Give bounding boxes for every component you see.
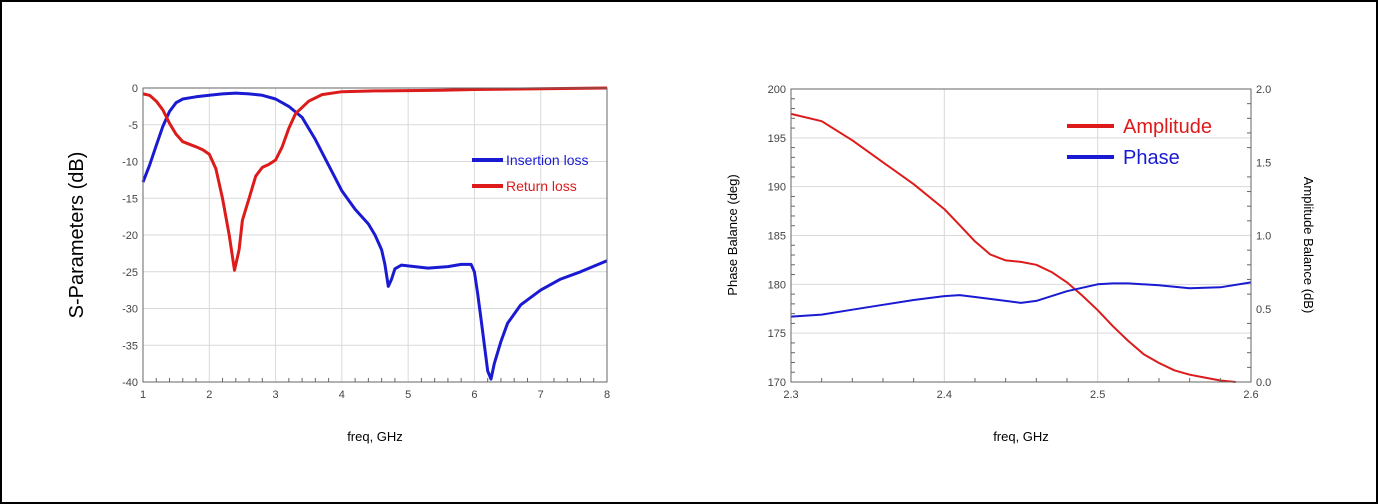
s-parameters-grid <box>142 87 608 383</box>
x-tick-label: 2 <box>206 389 212 401</box>
legend-label: Phase <box>1123 147 1180 169</box>
legend-label: Return loss <box>506 178 577 194</box>
balance-x-axis-title: freq, GHz <box>993 429 1049 444</box>
legend-label: Insertion loss <box>506 152 588 168</box>
x-tick-label: 2.6 <box>1243 389 1258 401</box>
s-parameters-ticks: 1 2 3 4 5 6 7 8 0 -5 -10 -15 -20 -25 -30 -35 -40 <box>122 83 610 401</box>
x-tick-label: 2.4 <box>937 389 952 401</box>
series-line-insertion-loss <box>141 91 608 381</box>
y-tick-label: -35 <box>122 340 138 352</box>
y-right-tick-label: 2.0 <box>1256 84 1271 96</box>
y-tick-label: -15 <box>122 193 138 205</box>
s-parameters-legend: Insertion loss Return loss <box>472 152 588 194</box>
balance-legend: Amplitude Phase <box>1067 116 1212 169</box>
y-left-tick-label: 200 <box>768 84 786 96</box>
y-right-tick-label: 1.5 <box>1256 157 1271 169</box>
x-tick-label: 1 <box>140 389 146 401</box>
phase-balance-axis-title: Phase Balance (deg) <box>725 174 740 295</box>
x-tick-label: 2.3 <box>783 389 798 401</box>
y-left-tick-label: 185 <box>768 231 786 243</box>
amplitude-balance-axis-title: Amplitude Balance (dB) <box>1301 177 1316 314</box>
balance-plot-border <box>790 88 1252 383</box>
y-tick-label: -30 <box>122 304 138 316</box>
y-tick-label: -10 <box>122 157 138 169</box>
y-left-tick-label: 195 <box>768 133 786 145</box>
y-right-tick-label: 0.0 <box>1256 377 1271 389</box>
x-tick-label: 3 <box>273 389 279 401</box>
y-left-tick-label: 170 <box>768 377 786 389</box>
s-parameters-x-axis-title: freq, GHz <box>347 429 403 444</box>
s-parameters-plot-border <box>142 87 608 383</box>
s-parameters-series <box>141 86 608 381</box>
x-tick-label: 6 <box>471 389 477 401</box>
x-tick-label: 5 <box>405 389 411 401</box>
series-line-phase <box>790 281 1252 318</box>
x-tick-label: 8 <box>604 389 610 401</box>
x-tick-label: 7 <box>538 389 544 401</box>
y-tick-label: -20 <box>122 230 138 242</box>
series-line-return-loss <box>142 86 608 272</box>
y-left-tick-label: 180 <box>768 279 786 291</box>
y-left-tick-label: 190 <box>768 182 786 194</box>
y-tick-label: 0 <box>132 83 138 95</box>
s-parameters-chart: 1 2 3 4 5 6 7 8 0 -5 -10 -15 -20 -25 -30 -35 -40 Inserti… <box>66 83 610 444</box>
s-parameters-y-axis-title: S-Parameters (dB) <box>66 152 88 319</box>
x-tick-label: 2.5 <box>1090 389 1105 401</box>
x-tick-label: 4 <box>339 389 345 401</box>
y-tick-label: -40 <box>122 377 138 389</box>
y-right-tick-label: 0.5 <box>1256 304 1271 316</box>
y-left-tick-label: 175 <box>768 328 786 340</box>
balance-ticks: 2.3 2.4 2.5 2.6 170 175 180 185 190 195 200 0.0 0.5 1… <box>768 84 1272 401</box>
balance-series <box>790 112 1252 383</box>
y-tick-label: -5 <box>128 120 138 132</box>
balance-chart: 2.3 2.4 2.5 2.6 170 175 180 185 190 195 200 0.0 0.5 1… <box>725 84 1316 444</box>
y-tick-label: -25 <box>122 267 138 279</box>
legend-label: Amplitude <box>1123 116 1212 138</box>
y-right-tick-label: 1.0 <box>1256 231 1271 243</box>
series-line-amplitude <box>790 112 1236 383</box>
